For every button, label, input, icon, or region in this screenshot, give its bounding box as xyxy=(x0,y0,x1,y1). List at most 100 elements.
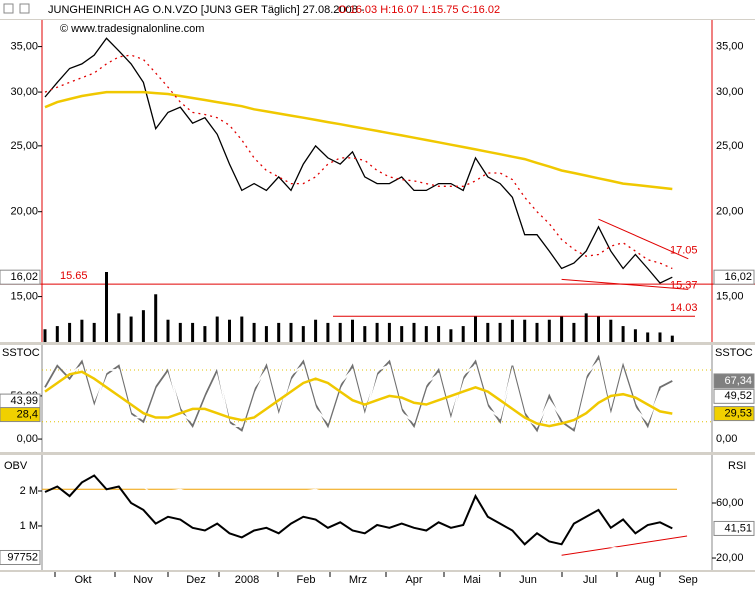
y-tick-label: 0,00 xyxy=(17,433,38,445)
value-label: 43,99 xyxy=(10,395,38,407)
volume-bar xyxy=(584,313,588,342)
volume-bar xyxy=(449,329,453,342)
panel-title: RSI xyxy=(728,460,746,472)
volume-bar xyxy=(474,316,477,342)
y-tick-label: 0,00 xyxy=(716,433,737,445)
trendline-label: 15.37 xyxy=(670,279,698,291)
volume-bar xyxy=(424,326,428,342)
trendline xyxy=(561,535,688,556)
x-tick-label: Jun xyxy=(519,574,537,586)
volume-bar xyxy=(646,332,650,342)
volume-bar xyxy=(252,322,256,342)
x-tick-label: Mai xyxy=(463,574,481,586)
icon xyxy=(3,3,14,14)
price-line xyxy=(44,37,673,284)
volume-bar xyxy=(289,322,293,342)
volume-bar xyxy=(166,319,170,342)
x-tick-label: Mrz xyxy=(349,574,367,586)
y-tick-label: 35,00 xyxy=(716,40,744,52)
value-box xyxy=(713,388,755,404)
x-tick-label: 2008 xyxy=(235,574,259,586)
title-bar xyxy=(0,0,755,19)
volume-bar xyxy=(609,319,613,342)
volume-bar xyxy=(412,322,416,342)
value-box xyxy=(0,549,41,565)
volume-bar xyxy=(228,319,231,342)
volume-bar xyxy=(621,326,625,342)
volume-bar xyxy=(633,329,637,342)
y-tick-label: 15,00 xyxy=(10,290,38,302)
volume-bar xyxy=(387,322,391,342)
volume-bar xyxy=(375,322,379,342)
volume-bar xyxy=(43,329,47,342)
price-line xyxy=(44,90,673,191)
y-tick-label: 20,00 xyxy=(716,206,744,218)
volume-bar xyxy=(535,322,539,342)
indicator-line xyxy=(44,474,673,546)
volume-bar xyxy=(572,322,576,342)
y-tick-label: 1 M xyxy=(20,520,38,532)
y-tick-label: 25,00 xyxy=(10,140,38,152)
volume-bar xyxy=(129,316,133,342)
x-tick-label: Jul xyxy=(583,574,597,586)
header-ohlc: O:16.03 H:16.07 L:15.75 C:16.02 xyxy=(338,4,500,16)
volume-bar xyxy=(203,326,207,342)
volume-bar xyxy=(597,316,600,342)
value-box xyxy=(713,269,755,285)
watermark: © www.tradesignalonline.com xyxy=(60,23,204,35)
volume-bar xyxy=(670,335,674,342)
obv-panel xyxy=(0,455,755,570)
price-panel xyxy=(0,20,755,342)
y-tick-label: 15,00 xyxy=(716,290,744,302)
volume-bar xyxy=(55,326,59,342)
value-box xyxy=(713,520,755,536)
icon xyxy=(19,3,30,14)
value-label: 29,53 xyxy=(724,407,752,419)
volume-bar xyxy=(461,326,465,342)
x-tick-label: Nov xyxy=(133,574,153,586)
volume-bar xyxy=(215,316,219,342)
volume-bar xyxy=(301,326,305,342)
volume-bar xyxy=(117,313,121,342)
x-tick-label: Sep xyxy=(678,574,698,586)
stoch-panel xyxy=(0,345,755,452)
x-tick-label: Apr xyxy=(405,574,422,586)
volume-bar xyxy=(523,319,527,342)
y-tick-label: 25,00 xyxy=(716,140,744,152)
volume-bar xyxy=(264,326,268,342)
volume-bar xyxy=(338,322,342,342)
y-tick-label: 35,00 xyxy=(10,40,38,52)
volume-bar xyxy=(351,319,354,342)
volume-bar xyxy=(178,322,182,342)
trendline-label: 17.05 xyxy=(670,245,698,257)
volume-bar xyxy=(277,322,281,342)
x-axis-panel xyxy=(0,572,755,591)
y-tick-label: 30,00 xyxy=(10,86,38,98)
y-tick-label: 20,00 xyxy=(716,552,744,564)
x-tick-label: Okt xyxy=(74,574,91,586)
value-box xyxy=(0,407,41,423)
volume-bar xyxy=(314,319,318,342)
panel-title: OBV xyxy=(4,460,28,472)
panel-title: SSTOC xyxy=(2,347,40,359)
value-label: 16,02 xyxy=(724,271,752,283)
value-label: 28,4 xyxy=(17,408,38,420)
value-box xyxy=(713,406,755,422)
volume-bar xyxy=(154,294,158,342)
volume-bar xyxy=(105,272,108,342)
volume-bar xyxy=(80,319,84,342)
value-label: 97752 xyxy=(7,551,38,563)
volume-bar xyxy=(658,332,662,342)
volume-bar xyxy=(240,316,244,342)
volume-bar xyxy=(560,316,564,342)
x-tick-label: Feb xyxy=(297,574,316,586)
stoch-line xyxy=(44,370,673,428)
x-tick-label: Dez xyxy=(186,574,206,586)
volume-bar xyxy=(498,322,502,342)
volume-bar xyxy=(486,322,490,342)
trendline xyxy=(561,278,689,290)
level-label: 15.65 xyxy=(60,270,88,282)
volume-bar xyxy=(191,322,195,342)
header-name: JUNGHEINRICH AG O.N.VZO [JUN3 GER Täglic… xyxy=(48,4,365,16)
value-label: 41,51 xyxy=(724,522,752,534)
